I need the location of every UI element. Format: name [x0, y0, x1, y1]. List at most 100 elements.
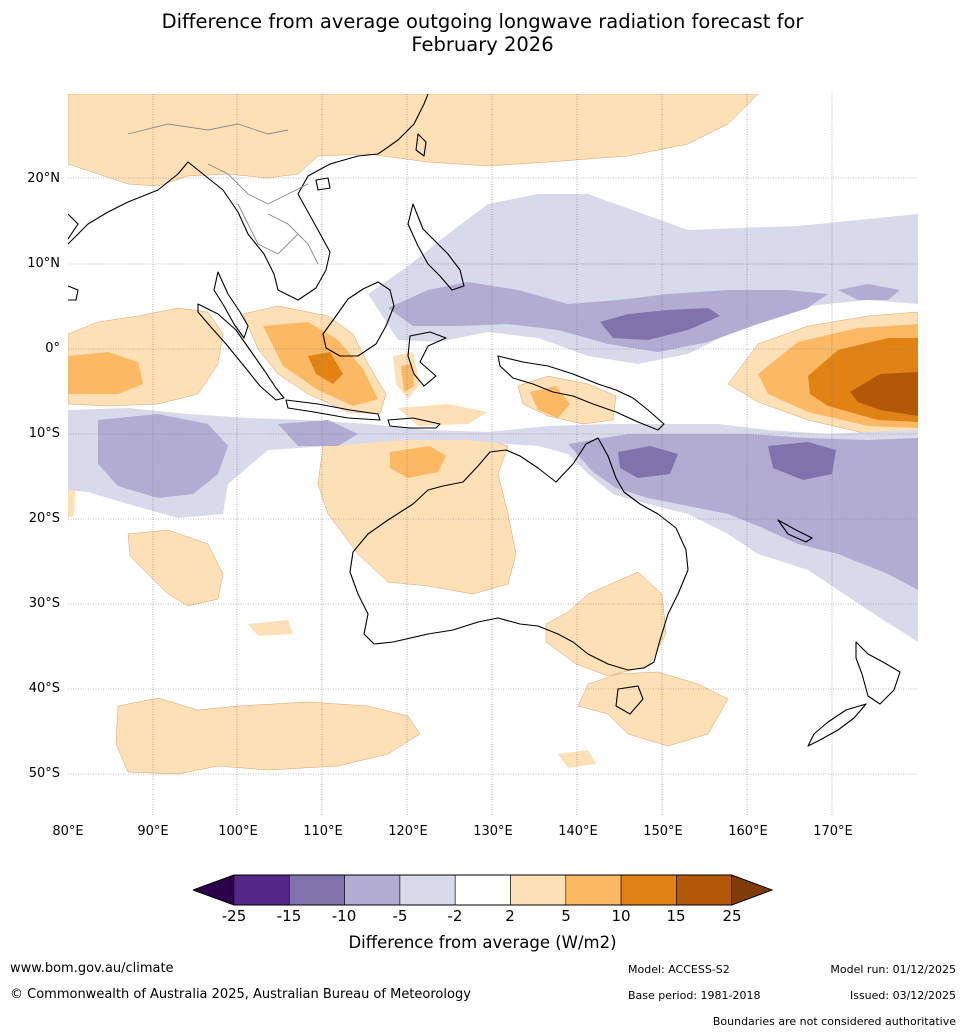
- colorbar-segment-1: [233, 874, 290, 906]
- coast-india-tip: [68, 213, 79, 240]
- coast-new-guinea: [497, 355, 665, 431]
- lat-label-40s: 40°S: [28, 681, 60, 696]
- coast-sumatra: [197, 303, 285, 401]
- base-period-text: Base period: 1981-2018: [628, 989, 761, 1002]
- lat-label-equator: 0°: [45, 341, 60, 356]
- colorbar-extend-low: [192, 874, 235, 906]
- colorbar-tick: -5: [392, 907, 408, 925]
- colorbar-tick: -10: [331, 907, 357, 925]
- anomaly-coral-sea-core-a: [618, 446, 678, 478]
- lon-label-90e: 90°E: [137, 824, 169, 839]
- colorbar: [191, 874, 774, 906]
- colorbar-tick: 2: [505, 907, 515, 925]
- colorbar-segment-3: [344, 874, 401, 906]
- map-canvas: [68, 94, 918, 816]
- map-title: Difference from average outgoing longwav…: [0, 10, 965, 56]
- graticule: [68, 94, 918, 816]
- coast-lesser-sunda: [387, 417, 441, 429]
- anomaly-east-australia: [545, 571, 667, 677]
- anomaly-coral-sea-core-b: [768, 442, 836, 480]
- anomaly-tasmania-region: [577, 671, 729, 747]
- anomaly-timor: [398, 404, 488, 426]
- colorbar-tick: 25: [722, 907, 742, 925]
- coast-malay-peninsula: [213, 271, 249, 339]
- colorbar-graphic: [191, 874, 774, 906]
- lat-label-10n: 10°N: [27, 256, 60, 271]
- copyright-text: © Commonwealth of Australia 2025, Austra…: [10, 987, 471, 1002]
- coast-new-caledonia: [777, 519, 813, 543]
- coast-java: [285, 399, 381, 421]
- colorbar-tick: 5: [561, 907, 571, 925]
- lon-label-110e: 110°E: [303, 824, 343, 839]
- lat-label-50s: 50°S: [28, 766, 60, 781]
- border-indochina-b: [237, 203, 299, 255]
- coast-hainan: [315, 177, 331, 191]
- colorbar-outline: [191, 874, 774, 906]
- model-run-text: Model run: 01/12/2025: [830, 963, 956, 976]
- lon-label-170e: 170°E: [813, 824, 853, 839]
- anomaly-indian-ocean-5b: [278, 420, 358, 446]
- colorbar-segment-2: [289, 874, 345, 906]
- anomaly-indian-ocean-core: [68, 352, 143, 394]
- anomaly-southern-band-5: [98, 414, 228, 498]
- negative-anomaly-regions: [68, 194, 918, 642]
- lon-label-120e: 120°E: [388, 824, 428, 839]
- website-link[interactable]: www.bom.gov.au/climate: [10, 961, 174, 976]
- lon-label-100e: 100°E: [218, 824, 258, 839]
- anomaly-west-pacific-core: [600, 308, 720, 340]
- lon-label-80e: 80°E: [52, 824, 84, 839]
- lon-label-140e: 140°E: [558, 824, 598, 839]
- border-indochina-a: [207, 163, 309, 205]
- colorbar-tick: -2: [447, 907, 463, 925]
- anomaly-north-australia-core: [390, 446, 446, 478]
- coast-sulawesi: [407, 331, 447, 387]
- coast-borneo: [322, 281, 395, 357]
- anomaly-west-pacific-band-5: [388, 282, 828, 352]
- lon-label-160e: 160°E: [728, 824, 768, 839]
- colorbar-tick: 10: [611, 907, 631, 925]
- coast-philippines: [407, 203, 465, 291]
- colorbar-tick: 15: [666, 907, 686, 925]
- lat-label-10s: 10°S: [28, 426, 60, 441]
- lon-label-130e: 130°E: [473, 824, 513, 839]
- colorbar-label: Difference from average (W/m2): [348, 933, 617, 952]
- title-line-1: Difference from average outgoing longwav…: [161, 10, 804, 33]
- country-borders: [127, 123, 319, 265]
- lat-label-30s: 30°S: [28, 596, 60, 611]
- positive-anomaly-regions: [68, 94, 918, 775]
- colorbar-segment-7: [565, 874, 622, 906]
- border-indochina-c: [267, 213, 319, 265]
- coast-tasmania: [615, 685, 644, 715]
- anomaly-map: [68, 94, 918, 816]
- anomaly-north-asia: [68, 94, 759, 187]
- lon-label-150e: 150°E: [643, 824, 683, 839]
- colorbar-tick: -15: [276, 907, 302, 925]
- coast-new-zealand-south: [807, 703, 867, 747]
- title-line-2: February 2026: [411, 33, 554, 56]
- colorbar-segment-6: [510, 874, 567, 906]
- anomaly-java-sea-core: [308, 352, 343, 384]
- model-text: Model: ACCESS-S2: [628, 963, 730, 976]
- anomaly-small-blob-a: [248, 620, 293, 636]
- anomaly-new-guinea-core: [530, 386, 570, 418]
- lat-label-20n: 20°N: [27, 171, 60, 186]
- colorbar-segment-4: [399, 874, 456, 906]
- coast-australia: [349, 437, 689, 671]
- anomaly-south-indian-ocean: [115, 697, 421, 775]
- lat-label-20s: 20°S: [28, 511, 60, 526]
- colorbar-extend-high: [731, 874, 773, 906]
- border-china-south: [127, 123, 289, 135]
- colorbar-tick: -25: [221, 907, 247, 925]
- coast-sri-lanka: [68, 285, 79, 301]
- colorbar-segment-9: [676, 874, 732, 906]
- anomaly-sulawesi-core: [401, 364, 414, 392]
- coast-taiwan: [415, 133, 427, 157]
- coastlines: [68, 94, 901, 747]
- coast-new-zealand-north: [855, 641, 901, 705]
- anomaly-southwest-pacific-15: [850, 372, 918, 416]
- anomaly-north-pacific-small: [838, 284, 900, 300]
- colorbar-segment-8: [620, 874, 677, 906]
- issued-text: Issued: 03/12/2025: [849, 989, 956, 1002]
- anomaly-west-ocean-blob: [127, 529, 224, 607]
- colorbar-segment-5: [454, 874, 511, 906]
